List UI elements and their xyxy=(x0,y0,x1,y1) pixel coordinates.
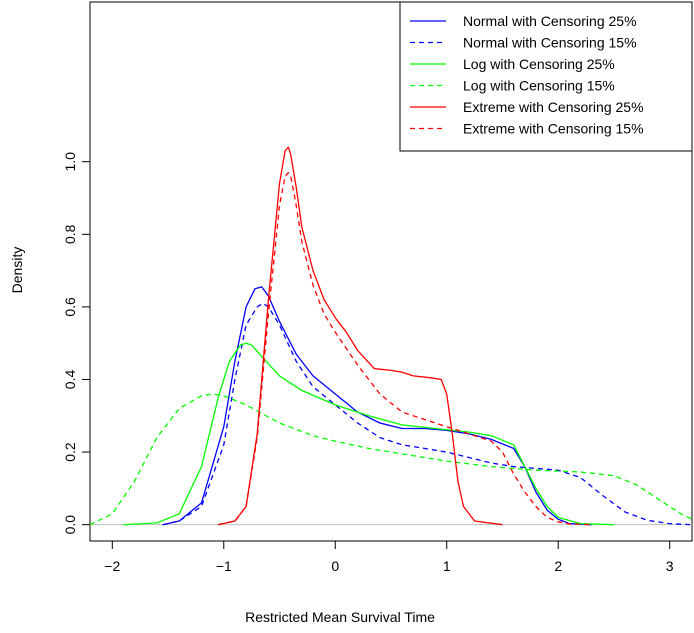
legend-label-2: Normal with Censoring 15% xyxy=(463,35,637,51)
x-tick-label: 2 xyxy=(554,558,562,574)
series-line-6 xyxy=(218,171,592,526)
y-tick-label: 0.4 xyxy=(62,370,78,390)
x-tick-label: −2 xyxy=(104,558,120,574)
x-tick-label: 3 xyxy=(666,558,674,574)
legend-label-6: Extreme with Censoring 15% xyxy=(463,121,644,137)
legend-label-1: Normal with Censoring 25% xyxy=(463,13,637,29)
legend-label-5: Extreme with Censoring 25% xyxy=(463,99,644,115)
y-tick-label: 0.2 xyxy=(62,442,78,462)
legend-label-3: Log with Censoring 25% xyxy=(463,56,615,72)
series-line-5 xyxy=(218,146,503,526)
series-line-3 xyxy=(123,342,615,526)
x-tick-label: 1 xyxy=(443,558,451,574)
legend-box xyxy=(399,1,693,152)
series-line-4 xyxy=(89,393,693,526)
legend: Normal with Censoring 25% Normal with Cen… xyxy=(399,1,693,152)
y-tick-label: 0.6 xyxy=(62,297,78,317)
plot-frame xyxy=(89,1,693,542)
y-tick-label: 1.0 xyxy=(62,152,78,172)
legend-label-4: Log with Censoring 15% xyxy=(463,78,615,94)
series-layer xyxy=(89,146,693,526)
x-axis-label: Restricted Mean Survival Time xyxy=(245,609,435,625)
y-axis: 0.0 0.2 0.4 0.6 0.8 1.0 xyxy=(62,152,90,535)
x-tick-label: −1 xyxy=(216,558,232,574)
x-axis: −2 −1 0 1 2 3 xyxy=(104,541,674,574)
series-line-1 xyxy=(162,286,592,526)
y-axis-label: Density xyxy=(9,247,25,294)
x-tick-label: 0 xyxy=(331,558,339,574)
y-tick-label: 0.8 xyxy=(62,224,78,244)
y-tick-label: 0.0 xyxy=(62,515,78,535)
series-line-2 xyxy=(162,302,693,526)
